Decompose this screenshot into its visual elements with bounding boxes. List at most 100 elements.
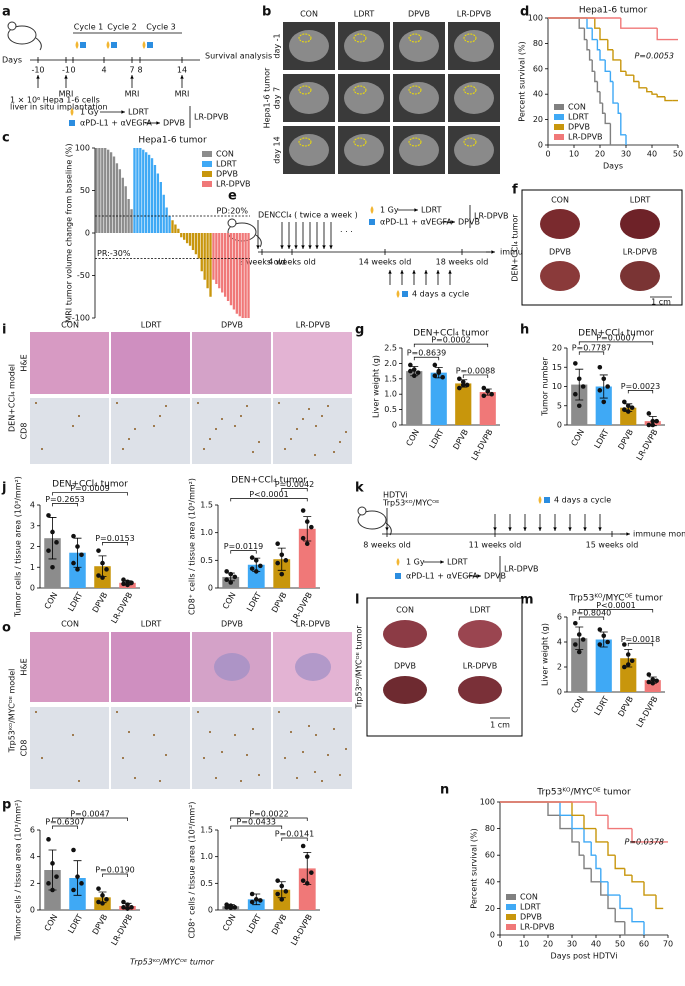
drug-icon <box>80 42 86 48</box>
arrow-head <box>440 560 444 564</box>
cd8-cell <box>72 734 74 736</box>
label: DEN <box>258 211 275 220</box>
y-tick-label: 0 <box>208 906 213 915</box>
cd8-cell <box>302 751 304 753</box>
significance-bracket <box>281 488 308 492</box>
y-tick-label: 0.5 <box>200 556 213 565</box>
data-point <box>300 843 306 849</box>
group-label: DPVB <box>549 248 571 257</box>
radiation-icon <box>370 206 374 214</box>
cd8-cell <box>134 428 136 430</box>
side-label: DEN+CCl₄ tumor <box>511 214 520 282</box>
label: LDRT <box>128 108 149 117</box>
survival-step <box>617 103 621 114</box>
data-point <box>646 422 652 428</box>
survival-step <box>591 28 598 41</box>
survival-step <box>601 103 606 114</box>
panel-letter: o <box>2 621 11 636</box>
age-label: 14 weeks old <box>359 258 412 267</box>
p-value: P=0.0007 <box>596 333 636 342</box>
significance-bracket <box>413 356 440 361</box>
bar <box>188 233 192 246</box>
cd8-cell <box>339 774 341 776</box>
stain-label: H&E <box>20 354 29 371</box>
label: LDRT <box>447 558 468 567</box>
data-point <box>71 887 76 893</box>
bar <box>183 233 186 240</box>
y-tick-label: 40 <box>485 877 495 886</box>
x-tick-label: DPVB <box>270 591 289 615</box>
data-point <box>71 560 76 566</box>
y-tick-label: 5 <box>557 401 562 410</box>
data-point <box>622 399 627 405</box>
y-tick-label: 1.0 <box>200 528 213 537</box>
y-tick-label: 4 <box>30 501 35 510</box>
data-point <box>304 519 310 524</box>
label: Survival analysis <box>205 52 272 61</box>
data-point <box>625 652 631 657</box>
y-axis-label: Liver weight (g) <box>372 355 381 418</box>
cd8-cell <box>234 425 236 427</box>
cd8-cell <box>314 454 316 456</box>
label: DPVB <box>458 218 480 227</box>
label: 1 × 10⁶ Hepa 1-6 cells <box>10 96 100 105</box>
data-point <box>258 898 263 903</box>
significance-bracket <box>578 616 605 620</box>
data-point <box>625 409 631 414</box>
y-tick-label: 0.5 <box>200 879 213 888</box>
p-value: P=0.0119 <box>224 542 264 551</box>
y-tick-label: 2 <box>557 663 562 672</box>
y-tick-label: 0 <box>392 421 397 430</box>
scale-label: 1 cm <box>490 721 510 730</box>
data-point <box>50 887 55 893</box>
x-tick-label: LR-DVPB <box>470 428 495 462</box>
column-label: LDRT <box>141 321 162 330</box>
data-point <box>300 508 306 513</box>
stain-label: H&E <box>20 658 29 675</box>
radiation-icon <box>538 496 542 504</box>
significance-bracket <box>230 825 283 829</box>
panel-letter: m <box>520 593 534 608</box>
side-label: DEN+CCl₄ model <box>8 364 17 432</box>
data-point <box>654 418 659 424</box>
data-point <box>597 642 603 647</box>
p-value: P=0.0023 <box>621 382 661 391</box>
survival-step <box>559 802 572 816</box>
cd8-cell <box>240 415 242 417</box>
survival-step <box>643 881 656 896</box>
y-tick-label: 6 <box>30 826 35 835</box>
x-tick-label: LDRT <box>245 591 263 613</box>
p-value: P=0.0042 <box>275 480 315 489</box>
p-value: P<0.0001 <box>596 601 636 610</box>
data-point <box>129 905 134 910</box>
chart-title: DEN+CCl₄ tumor <box>413 329 489 339</box>
cd8-cell <box>308 725 310 727</box>
legend-label: CON <box>568 103 586 112</box>
survival-step <box>594 18 600 29</box>
bar <box>206 233 209 289</box>
significance-bracket <box>52 502 78 507</box>
survival-step <box>607 841 616 856</box>
bar <box>130 209 133 233</box>
y-tick-label: 0 <box>85 229 90 238</box>
age-label: 4 weeks old <box>268 258 316 267</box>
cd8-cell <box>153 425 155 427</box>
data-point <box>46 513 51 518</box>
legend-label: DPVB <box>568 123 590 132</box>
x-tick-label: LDRT <box>593 695 611 717</box>
data-point <box>279 883 285 889</box>
data-point <box>104 567 109 572</box>
arrow-head <box>412 270 416 274</box>
y-tick-label: 0 <box>30 906 35 915</box>
data-point <box>279 897 285 902</box>
p-value: P=0.0009 <box>70 484 110 493</box>
cd8-cell <box>296 428 298 430</box>
mouse-icon <box>7 25 37 45</box>
x-tick-label: DPVB <box>91 591 110 615</box>
panel-letter: d <box>520 5 529 20</box>
data-point <box>100 893 105 898</box>
column-label: LR-DPVB <box>457 10 492 19</box>
day-label: -1 <box>62 66 70 75</box>
significance-bracket <box>627 642 654 647</box>
label: liver in situ implantation <box>10 103 108 112</box>
